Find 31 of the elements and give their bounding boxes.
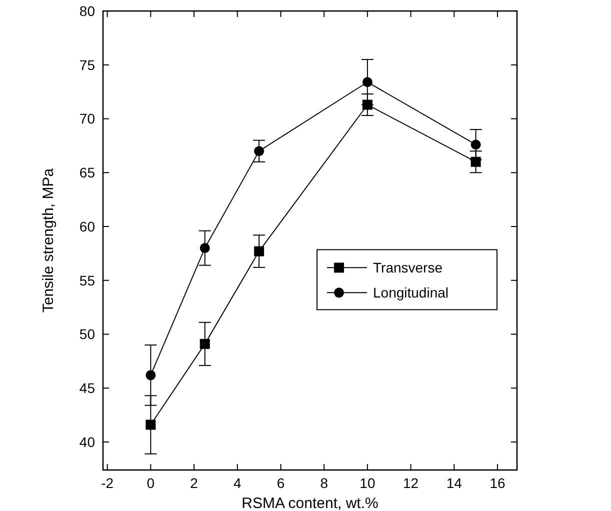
legend-label: Longitudinal: [373, 284, 449, 301]
point: [362, 77, 372, 88]
y-tick-label: 40: [79, 434, 96, 450]
x-tick-label: 8: [320, 475, 328, 491]
point: [200, 243, 210, 254]
x-axis-title: RSMA content, wt.%: [242, 495, 378, 511]
point: [146, 370, 156, 380]
y-tick-label: 70: [79, 110, 96, 127]
y-tick-label: 55: [79, 272, 96, 288]
legend-label: Transverse: [373, 260, 443, 276]
point: [470, 140, 481, 150]
point: [200, 338, 210, 349]
x-tick-label: 6: [276, 475, 285, 491]
x-tick-label: 4: [233, 475, 242, 491]
x-tick-label: 16: [490, 475, 506, 491]
y-axis-title: Tensile strength, MPa: [40, 168, 57, 313]
y-tick-label: 80: [79, 2, 96, 19]
y-tick-label: 45: [79, 380, 96, 396]
x-tick-label: 12: [403, 475, 419, 491]
y-tick-label: 50: [79, 326, 96, 342]
x-tick-label: 0: [146, 475, 155, 491]
x-tick-label: 14: [446, 475, 462, 491]
point: [254, 146, 264, 156]
y-tick-label: 65: [79, 164, 96, 181]
y-tick-label: 75: [79, 56, 96, 73]
x-tick-label: -2: [101, 475, 114, 491]
point: [254, 246, 264, 256]
y-tick-label: 60: [79, 218, 96, 234]
x-tick-label: 10: [360, 475, 376, 491]
x-tick-label: 2: [190, 475, 198, 491]
point: [146, 420, 156, 430]
